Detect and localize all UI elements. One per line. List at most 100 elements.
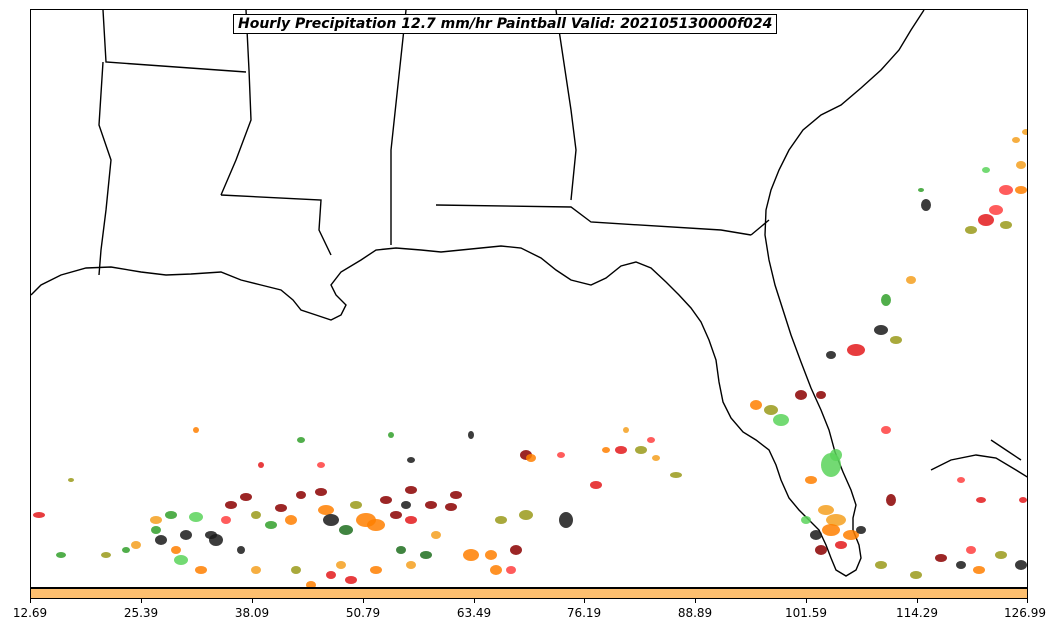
map-panel	[30, 9, 1028, 588]
precipitation-blob	[495, 516, 507, 524]
precipitation-blob	[463, 549, 479, 561]
precipitation-blob	[1016, 161, 1026, 169]
tick-mark	[584, 599, 585, 603]
precipitation-blob	[406, 561, 416, 569]
precipitation-blob	[559, 512, 573, 528]
precipitation-blob	[590, 481, 602, 489]
precipitation-blob	[670, 472, 682, 478]
precipitation-blob	[56, 552, 66, 558]
border-louisiana-mississippi-south	[220, 194, 332, 256]
precipitation-blob	[68, 478, 74, 482]
precipitation-blob	[405, 486, 417, 494]
tick-label: 12.69	[12, 606, 48, 620]
precipitation-blob	[323, 514, 339, 526]
tick-label: 114.29	[896, 606, 938, 620]
precipitation-blob	[296, 491, 306, 499]
border-alabama-florida	[435, 204, 752, 236]
precipitation-blob	[881, 294, 891, 306]
tick-label: 50.79	[345, 606, 381, 620]
colorbar	[30, 588, 1028, 599]
coast-bahamas	[990, 439, 1022, 461]
precipitation-blob	[291, 566, 301, 574]
precipitation-blob	[425, 501, 437, 509]
precipitation-blob	[174, 555, 188, 565]
precipitation-blob	[275, 504, 287, 512]
precipitation-blob	[367, 519, 385, 531]
precipitation-blob	[180, 530, 192, 540]
precipitation-blob	[856, 526, 866, 534]
precipitation-blob	[258, 462, 264, 468]
state-borders	[31, 10, 1027, 577]
precipitation-blob	[485, 550, 497, 560]
precipitation-paintball-layer	[33, 129, 1027, 587]
precipitation-blob	[1015, 560, 1027, 570]
precipitation-blob	[318, 505, 334, 515]
precipitation-blob	[822, 524, 840, 536]
precipitation-blob	[843, 530, 859, 540]
precipitation-blob	[995, 551, 1007, 559]
precipitation-blob	[602, 447, 610, 453]
precipitation-blob	[935, 554, 947, 562]
precipitation-blob	[764, 405, 778, 415]
precipitation-blob	[165, 511, 177, 519]
precipitation-blob	[1015, 186, 1027, 194]
precipitation-blob	[490, 565, 502, 575]
precipitation-blob	[886, 494, 896, 506]
precipitation-blob	[830, 449, 842, 461]
precipitation-blob	[388, 432, 394, 438]
precipitation-blob	[526, 454, 536, 462]
tick-mark	[917, 599, 918, 603]
precipitation-blob	[317, 462, 325, 468]
precipitation-blob	[225, 501, 237, 509]
precipitation-blob	[396, 546, 406, 554]
precipitation-blob	[978, 214, 994, 226]
precipitation-blob	[193, 427, 199, 433]
precipitation-blob	[982, 167, 990, 173]
precipitation-blob	[906, 276, 916, 284]
precipitation-blob	[826, 514, 846, 526]
precipitation-blob	[999, 185, 1013, 195]
precipitation-blob	[801, 516, 811, 524]
tick-label: 126.99	[1004, 606, 1046, 620]
border-louisiana-mississippi	[98, 61, 112, 276]
tick-mark	[474, 599, 475, 603]
precipitation-blob	[407, 457, 415, 463]
precipitation-blob	[1022, 129, 1027, 135]
precipitation-blob	[195, 566, 207, 574]
precipitation-blob	[297, 437, 305, 443]
precipitation-blob	[874, 325, 888, 335]
border-georgia-florida	[750, 219, 770, 236]
precipitation-blob	[237, 546, 245, 554]
precipitation-blob	[315, 488, 327, 496]
precipitation-blob	[350, 501, 362, 509]
precipitation-blob	[818, 505, 834, 515]
precipitation-blob	[519, 510, 533, 520]
precipitation-blob	[420, 551, 432, 559]
precipitation-blob	[973, 566, 985, 574]
tick-label: 76.19	[566, 606, 602, 620]
precipitation-blob	[101, 552, 111, 558]
tick-label: 38.09	[234, 606, 270, 620]
precipitation-blob	[468, 431, 474, 439]
precipitation-blob	[815, 545, 827, 555]
precipitation-blob	[380, 496, 392, 504]
precipitation-blob	[33, 512, 45, 518]
precipitation-blob	[965, 226, 977, 234]
precipitation-blob	[251, 566, 261, 574]
precipitation-blob	[805, 476, 817, 484]
border-mississippi-west	[220, 10, 252, 196]
precipitation-blob	[405, 516, 417, 524]
precipitation-blob	[306, 581, 316, 587]
precipitation-blob	[189, 512, 203, 522]
precipitation-blob	[1012, 137, 1020, 143]
precipitation-blob	[1019, 497, 1027, 503]
precipitation-blob	[890, 336, 902, 344]
precipitation-blob	[881, 426, 891, 434]
map-title: Hourly Precipitation 12.7 mm/hr Paintbal…	[233, 14, 778, 34]
precipitation-blob	[652, 455, 660, 461]
border-arkansas-louisiana	[102, 10, 247, 73]
precipitation-blob	[910, 571, 922, 579]
precipitation-blob	[326, 571, 336, 579]
precipitation-blob	[122, 547, 130, 553]
precipitation-blob	[131, 541, 141, 549]
